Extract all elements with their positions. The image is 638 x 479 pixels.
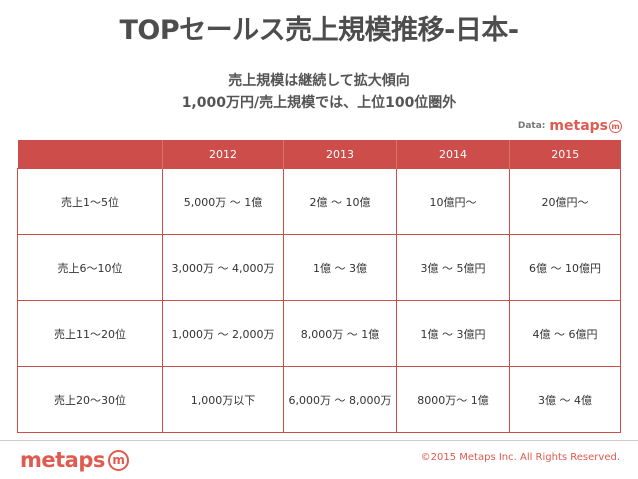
table-cell: 3,000万 〜 4,000万 [162, 234, 284, 301]
metaps-logo-text: metaps [20, 448, 105, 472]
table-cell: 6,000万 〜 8,000万 [283, 366, 397, 433]
table-cell: 10億円〜 [396, 168, 510, 235]
data-source-label: Data: [517, 121, 546, 131]
data-source: Data: metaps m [518, 118, 622, 134]
copyright-text: ©2015 Metaps Inc. All Rights Reserved. [420, 452, 620, 463]
table-row: 売上20〜30位 1,000万以下 6,000万 〜 8,000万 8000万〜… [17, 366, 621, 433]
row-label: 売上1〜5位 [17, 168, 163, 235]
table-cell: 20億円〜 [509, 168, 621, 235]
table-cell: 6億 〜 10億円 [509, 234, 621, 301]
row-label: 売上11〜20位 [17, 300, 163, 367]
table-cell: 1億 〜 3億 [283, 234, 397, 301]
metaps-m-icon: m [107, 449, 129, 471]
table-cell: 4億 〜 6億円 [509, 300, 621, 367]
row-label: 売上20〜30位 [17, 366, 163, 433]
table-cell: 3億 〜 5億円 [396, 234, 510, 301]
table-cell: 1,000万以下 [162, 366, 284, 433]
table-cell: 8,000万 〜 1億 [283, 300, 397, 367]
metaps-m-icon: m [609, 119, 622, 133]
table-cell: 8000万〜 1億 [396, 366, 510, 433]
header-cell [17, 140, 163, 169]
header-cell: 2014 [396, 140, 510, 169]
subtitle-line-1: 売上規模は継続して拡大傾向 [228, 73, 410, 89]
subtitle-line-2: 1,000万円/売上規模では、上位100位圏外 [181, 95, 457, 111]
table-header-row: 2012 2013 2014 2015 [17, 140, 621, 169]
table-cell: 2億 〜 10億 [283, 168, 397, 235]
sales-scale-table: 2012 2013 2014 2015 売上1〜5位 5,000万 〜 1億 2… [17, 140, 621, 433]
header-cell: 2015 [509, 140, 621, 169]
metaps-logo-text: metaps [549, 118, 608, 134]
header-cell: 2013 [283, 140, 397, 169]
table-row: 売上11〜20位 1,000万 〜 2,000万 8,000万 〜 1億 1億 … [17, 300, 621, 367]
footer-divider [0, 440, 638, 441]
table-row: 売上1〜5位 5,000万 〜 1億 2億 〜 10億 10億円〜 20億円〜 [17, 168, 621, 235]
metaps-logo: metaps m [20, 448, 129, 472]
row-label: 売上6〜10位 [17, 234, 163, 301]
table-cell: 1,000万 〜 2,000万 [162, 300, 284, 367]
table-cell: 3億 〜 4億 [509, 366, 621, 433]
table-row: 売上6〜10位 3,000万 〜 4,000万 1億 〜 3億 3億 〜 5億円… [17, 234, 621, 301]
page-title: TOPセールス売上規模推移-日本- [119, 15, 519, 46]
table-cell: 1億 〜 3億円 [396, 300, 510, 367]
table-cell: 5,000万 〜 1億 [162, 168, 284, 235]
metaps-logo-small: metaps m [549, 118, 622, 134]
header-cell: 2012 [162, 140, 284, 169]
